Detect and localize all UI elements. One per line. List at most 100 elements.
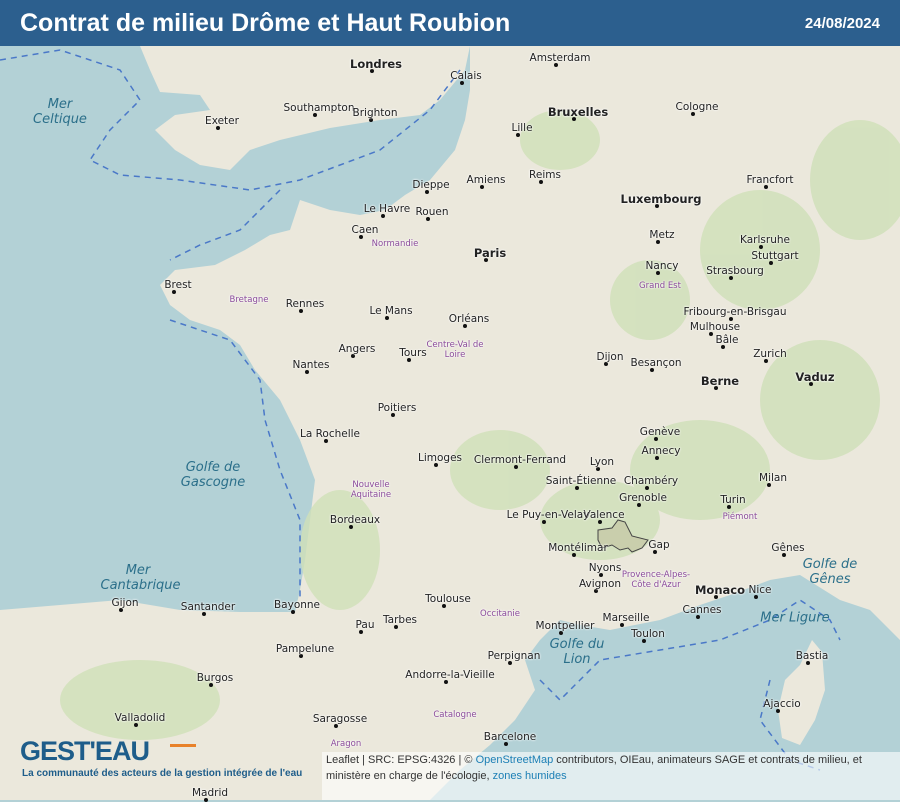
- city-marker: [654, 437, 658, 441]
- city-marker: [313, 113, 317, 117]
- city-label: Montpellier: [535, 620, 595, 632]
- city-marker: [381, 214, 385, 218]
- city-marker: [291, 610, 295, 614]
- city-marker: [754, 595, 758, 599]
- city-label: Saragosse: [312, 713, 368, 725]
- city-marker: [202, 612, 206, 616]
- logo-tagline: La communauté des acteurs de la gestion …: [22, 768, 303, 779]
- region-label: Occitanie: [480, 609, 520, 619]
- city-label: Rennes: [285, 298, 325, 310]
- city-label: Paris: [473, 246, 507, 260]
- city-label: Nyons: [588, 562, 622, 574]
- city-marker: [172, 290, 176, 294]
- city-label: La Rochelle: [299, 428, 361, 440]
- city-label: Besançon: [630, 357, 682, 369]
- city-marker: [656, 240, 660, 244]
- city-label: Turin: [720, 494, 746, 506]
- city-marker: [425, 190, 429, 194]
- city-label: Vaduz: [795, 370, 835, 384]
- city-marker: [539, 180, 543, 184]
- city-marker: [370, 69, 374, 73]
- city-marker: [598, 520, 602, 524]
- city-label: Reims: [529, 169, 561, 181]
- city-marker: [809, 382, 813, 386]
- city-label: Madrid: [191, 787, 229, 799]
- city-label: Exeter: [205, 115, 239, 127]
- city-marker: [542, 520, 546, 524]
- city-marker: [769, 261, 773, 265]
- city-label: Nancy: [645, 260, 679, 272]
- city-marker: [599, 573, 603, 577]
- sea-label: Golfe du Lion: [549, 637, 605, 667]
- city-label: Berne: [700, 374, 740, 388]
- city-label: Gênes: [771, 542, 805, 554]
- city-label: Amiens: [466, 174, 506, 186]
- city-marker: [349, 525, 353, 529]
- city-marker: [572, 117, 576, 121]
- osm-link[interactable]: OpenStreetMap: [475, 754, 554, 766]
- city-label: Brest: [164, 279, 192, 291]
- city-label: Monaco: [694, 583, 746, 597]
- city-label: Grenoble: [619, 492, 667, 504]
- region-label: Bretagne: [229, 295, 269, 305]
- city-marker: [655, 456, 659, 460]
- city-marker: [351, 354, 355, 358]
- city-marker: [620, 623, 624, 627]
- city-marker: [714, 386, 718, 390]
- logo-text: GEST'EAU: [20, 736, 150, 766]
- city-label: Lyon: [589, 456, 615, 468]
- sea-label: Mer Cantabrique: [100, 563, 181, 593]
- city-label: Perpignan: [487, 650, 541, 662]
- city-marker: [391, 413, 395, 417]
- city-label: Ajaccio: [763, 698, 801, 710]
- city-marker: [642, 639, 646, 643]
- city-label: Andorre-la-Vieille: [405, 669, 495, 681]
- region-label: Catalogne: [433, 710, 477, 720]
- gesteau-logo[interactable]: GEST'EAU: [20, 736, 196, 767]
- city-label: Le Puy-en-Velay: [506, 509, 590, 521]
- city-marker: [759, 245, 763, 249]
- maritime-boundaries: [0, 49, 841, 771]
- region-label: Grand Est: [639, 281, 681, 291]
- city-label: Gijon: [111, 597, 139, 609]
- city-label: Le Havre: [363, 203, 411, 215]
- city-marker: [216, 126, 220, 130]
- city-label: Tours: [399, 347, 427, 359]
- city-label: Stuttgart: [751, 250, 799, 262]
- city-label: Montélimar: [548, 542, 608, 554]
- city-label: Pau: [355, 619, 375, 631]
- city-marker: [324, 439, 328, 443]
- city-marker: [721, 345, 725, 349]
- city-label: Mulhouse: [689, 321, 741, 333]
- page-title: Contrat de milieu Drôme et Haut Roubion: [20, 8, 511, 37]
- city-marker: [596, 467, 600, 471]
- city-marker: [594, 589, 598, 593]
- city-marker: [764, 359, 768, 363]
- zones-humides-link[interactable]: zones humides: [492, 770, 567, 782]
- city-label: Zurich: [753, 348, 787, 360]
- city-marker: [299, 654, 303, 658]
- city-marker: [385, 316, 389, 320]
- city-marker: [729, 276, 733, 280]
- city-label: Caen: [351, 224, 379, 236]
- city-marker: [444, 680, 448, 684]
- land-corsica: [778, 640, 825, 745]
- city-label: Orléans: [448, 313, 490, 325]
- city-label: Nice: [748, 584, 772, 596]
- city-label: Barcelone: [483, 731, 537, 743]
- city-label: Nantes: [292, 359, 330, 371]
- city-marker: [407, 358, 411, 362]
- city-label: Southampton: [283, 102, 355, 114]
- land-uk: [140, 46, 470, 170]
- city-label: Milan: [759, 472, 787, 484]
- city-marker: [653, 550, 657, 554]
- city-marker: [484, 258, 488, 262]
- city-label: Strasbourg: [706, 265, 764, 277]
- city-marker: [572, 553, 576, 557]
- date-label: 24/08/2024: [804, 14, 880, 32]
- city-label: Angers: [338, 343, 376, 355]
- city-label: Rouen: [415, 206, 449, 218]
- city-marker: [134, 723, 138, 727]
- city-marker: [650, 368, 654, 372]
